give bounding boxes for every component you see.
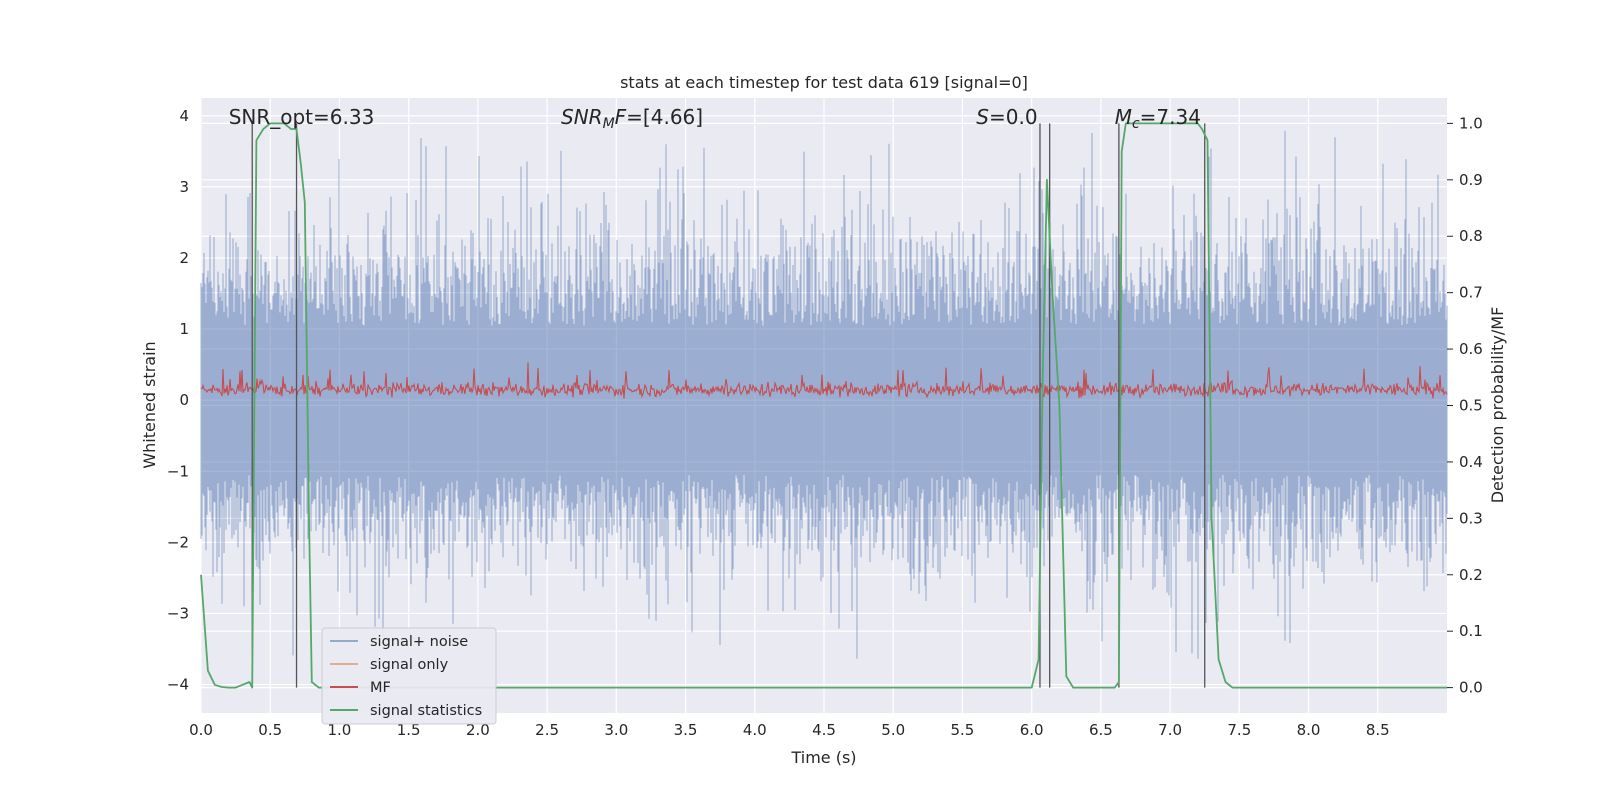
y-right-tick-label: 0.3 [1459,509,1483,527]
mf-series [200,362,1448,400]
x-tick-label: 0.0 [189,721,213,739]
annotation-snr-opt: SNR_opt=6.33 [229,105,375,129]
y-right-tick-label: 0.1 [1459,622,1483,640]
y-tick-label: −1 [167,462,189,480]
y-right-tick-label: 0.2 [1459,566,1483,584]
x-tick-label: 3.5 [674,721,698,739]
x-tick-label: 1.0 [328,721,352,739]
y-right-axis-label: Detection probability/MF [1488,307,1507,504]
y-tick-label: −3 [167,604,189,622]
x-tick-label: 7.5 [1227,721,1251,739]
x-tick-label: 8.0 [1297,721,1321,739]
x-tick-label: 0.5 [258,721,282,739]
annotation-snr-mf: SNRMF=[4.66] [561,105,703,132]
y-axis-label: Whitened strain [140,341,159,468]
legend: signal+ noise signal only MF signal stat… [321,627,497,725]
signal-noise-series [200,130,1448,659]
x-tick-label: 2.5 [535,721,559,739]
signal-noise-line [200,130,1448,659]
y-right-tick-label: 0.9 [1459,171,1483,189]
x-tick-label: 2.0 [466,721,490,739]
legend-label-signal-statistics: signal statistics [370,703,482,719]
y-tick-label: 3 [179,178,189,196]
x-tick-label: 3.0 [604,721,628,739]
x-tick-label: 5.5 [951,721,975,739]
mf-line [200,362,1448,400]
x-tick-label: 6.0 [1020,721,1044,739]
y-tick-label: −2 [167,533,189,551]
annotation-s-value: S=0.0 [976,105,1037,129]
y-right-tick-label: 0.8 [1459,227,1483,245]
y-right-tick-label: 0.6 [1459,340,1483,358]
y-right-tick-label: 0.5 [1459,397,1483,415]
x-tick-label: 4.0 [743,721,767,739]
x-tick-label: 8.5 [1366,721,1390,739]
chart-title: stats at each timestep for test data 619… [620,73,1028,92]
y-tick-label: 1 [179,320,189,338]
x-tick-label: 6.5 [1089,721,1113,739]
y-tick-label: −4 [167,676,189,694]
annotations: SNR_opt=6.33 SNRMF=[4.66] S=0.0 Mc=7.34 [229,105,1201,132]
x-tick-label: 5.0 [881,721,905,739]
y-right-tick-label: 0.0 [1459,679,1483,697]
y-tick-label: 0 [179,391,189,409]
y-right-tick-label: 0.7 [1459,284,1483,302]
y-right-tick-label: 0.4 [1459,453,1483,471]
x-axis-label: Time (s) [790,748,856,767]
y-tick-label: 2 [179,249,189,267]
annotation-chirp-mass: Mc=7.34 [1115,105,1201,132]
y-right-tick-label: 1.0 [1459,114,1483,132]
x-tick-label: 1.5 [397,721,421,739]
legend-label-signal-only: signal only [370,657,449,673]
legend-label-signal-noise: signal+ noise [370,634,468,650]
legend-label-mf: MF [370,680,391,696]
tick-labels: 0.0 0.5 1.0 1.5 2.0 2.5 3.0 3.5 4.0 4.5 5.0 5.5 6.0 6… [167,107,1483,739]
y-tick-label: 4 [179,107,189,125]
x-tick-label: 7.0 [1158,721,1182,739]
legend-box [321,627,497,725]
x-tick-label: 4.5 [812,721,836,739]
